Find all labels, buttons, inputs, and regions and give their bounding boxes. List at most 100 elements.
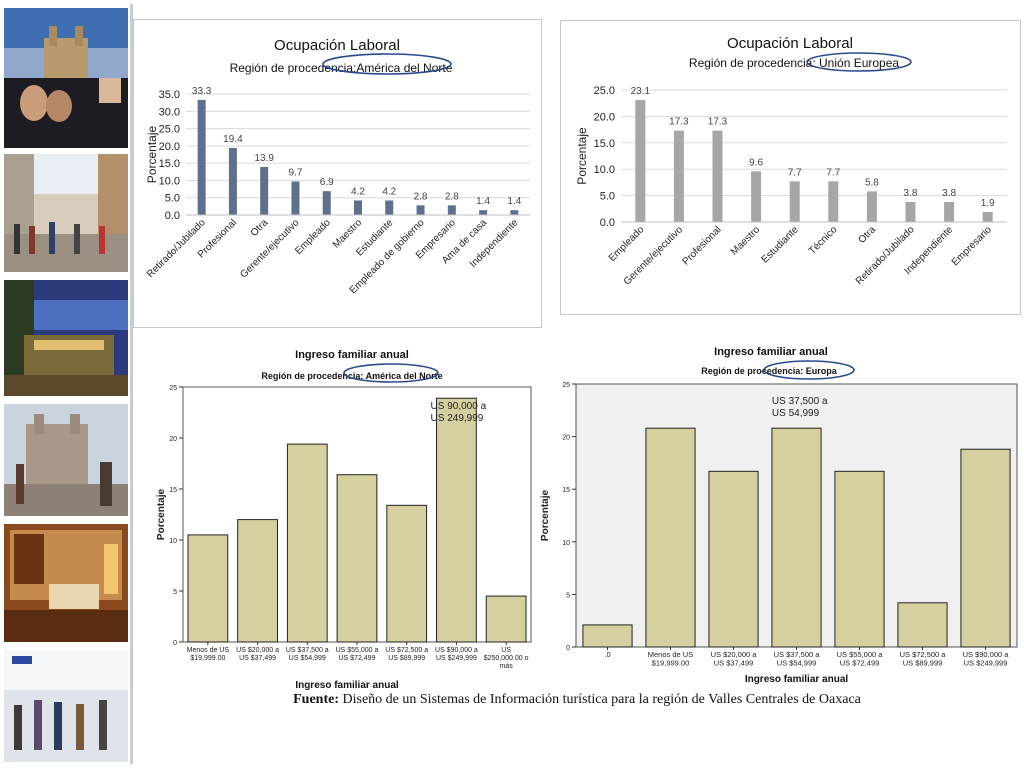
data-label: 13.9 [254,153,274,164]
subtitle-highlight-ellipse [322,53,452,75]
chart-subtitle: Región de procedencia: Europa [701,366,838,376]
bar-annotation-line: US 249,999 [431,413,484,424]
bar [645,427,696,648]
bar [789,181,800,222]
x-tick-label-line: .0 [604,650,610,659]
x-tick-label-line: US $90,000 a [963,650,1010,659]
chart-title: Ocupación Laboral [274,37,400,54]
x-tick-label: Técnico [807,224,840,257]
y-axis-label: Porcentaje [156,488,167,540]
y-tick-label: 15.0 [594,138,615,150]
bar [866,191,877,222]
x-tick-label-line: US $55,000 a [336,647,379,654]
panel-ingreso-norte: Ingreso familiar anual Región de proceden… [148,340,535,692]
bar [197,99,206,215]
x-tick-label: Retirado/Jubilado [145,217,208,280]
bar [416,205,425,215]
chart-ocupacion-europa: Ocupación Laboral Región de procedencia: … [575,35,1007,288]
bar [336,474,378,643]
bar [828,181,839,222]
source-caption: Fuente: Diseño de un Sistemas de Informa… [130,692,1024,708]
data-label: 23.1 [631,86,651,97]
photo-airport [4,650,128,762]
y-axis-label: Porcentaje [540,489,551,541]
x-tick-label: Otra [249,217,271,239]
x-tick-label: US $90,000 a US $249,999 [963,650,1010,668]
subtitle-highlight-ellipse [806,52,912,72]
data-label: 17.3 [708,117,728,128]
x-tick-label-line: US $37,500 a [774,650,821,659]
x-tick-label: US $72,500 a US $89,999 [385,647,428,662]
photo-street-crowd [4,154,128,272]
y-tick-label: 0.0 [165,210,180,222]
subtitle-highlight-ellipse [763,360,855,380]
y-tick-label: 5 [566,592,570,599]
bar [944,201,955,222]
data-label: 1.4 [507,196,521,207]
data-label: 6.9 [320,177,334,188]
y-axis-label: Porcentaje [145,125,159,183]
y-tick-label: 10 [169,538,177,545]
photo-terrace-night [4,280,128,396]
photo-cathedral-pool-image [4,8,128,148]
x-tick-label: US $20,000 a US $37,499 [711,650,758,668]
bar [354,200,362,215]
x-tick-label-line: US $89,999 [388,655,425,662]
x-tick-label-line: US $249,999 [436,655,477,662]
x-tick-label-line: US $37,499 [239,655,276,662]
bar [479,210,488,215]
x-tick-label-line: Menos de US [187,647,230,654]
y-tick-label: 0.0 [600,217,615,229]
x-tick-label: Empresario [950,224,994,268]
x-tick-label: US $55,000 a US $72,499 [336,647,379,662]
y-tick-label: 5 [173,589,177,596]
x-tick-label-line: US $55,000 a [837,650,884,659]
photo-church-plaza-image [4,404,128,516]
data-label: 3.8 [942,188,956,199]
caption-label: Fuente: [293,692,340,707]
photo-airport-image [4,650,128,762]
data-label: 33.3 [192,86,212,97]
bar [834,470,885,648]
x-tick-label-line: US $90,000 a [435,647,478,654]
y-tick-label: 15 [562,487,570,494]
y-tick-label: 0 [566,645,570,652]
bar-annotation-line: US 54,999 [772,408,820,419]
y-tick-label: 15 [169,487,177,494]
bar [905,201,916,222]
bar [436,397,477,643]
data-label: 17.3 [669,117,689,128]
y-tick-label: 5.0 [165,193,180,205]
data-label: 3.8 [904,188,918,199]
chart-ingreso-europa: Ingreso familiar anual Región de proceden… [540,346,1018,685]
data-label: 9.6 [749,157,763,168]
photo-cathedral-pool [4,8,128,148]
bar [228,147,237,215]
x-tick-label-line: US $20,000 a [236,647,279,654]
data-label: 4.2 [351,186,365,197]
bar [635,100,646,222]
bar-annotation-line: US 90,000 a [431,401,487,412]
y-tick-label: 15.0 [159,158,180,170]
x-tick-label-line: US $249,999 [964,659,1008,668]
bar [771,427,822,648]
panel-ocupacion-norte: Ocupación Laboral Región de procedencia:A… [133,19,542,328]
x-tick-label: Estudiante [760,224,802,266]
bar-annotation: US 90,000 a US 249,999 [431,401,487,424]
y-tick-label: 10.0 [594,164,615,176]
x-tick-label: US $72,500 a US $89,999 [900,650,947,668]
bar [712,130,723,222]
bar [960,448,1011,648]
y-tick-label: 30.0 [159,106,180,118]
bar [322,191,331,215]
y-tick-label: 20 [169,436,177,443]
y-tick-label: 35.0 [159,89,180,101]
data-label: 7.7 [788,167,802,178]
bar [708,470,759,648]
x-tick-label-line: US $37,500 a [286,647,329,654]
x-axis-label: Ingreso familiar anual [295,680,399,691]
x-axis-label: Ingreso familiar anual [745,674,849,685]
x-tick-label: US $37,500 a US $54,999 [286,647,329,662]
x-tick-label-line: US $54,999 [289,655,326,662]
panel-ingreso-europa: Ingreso familiar anual Región de proceden… [536,340,1024,692]
